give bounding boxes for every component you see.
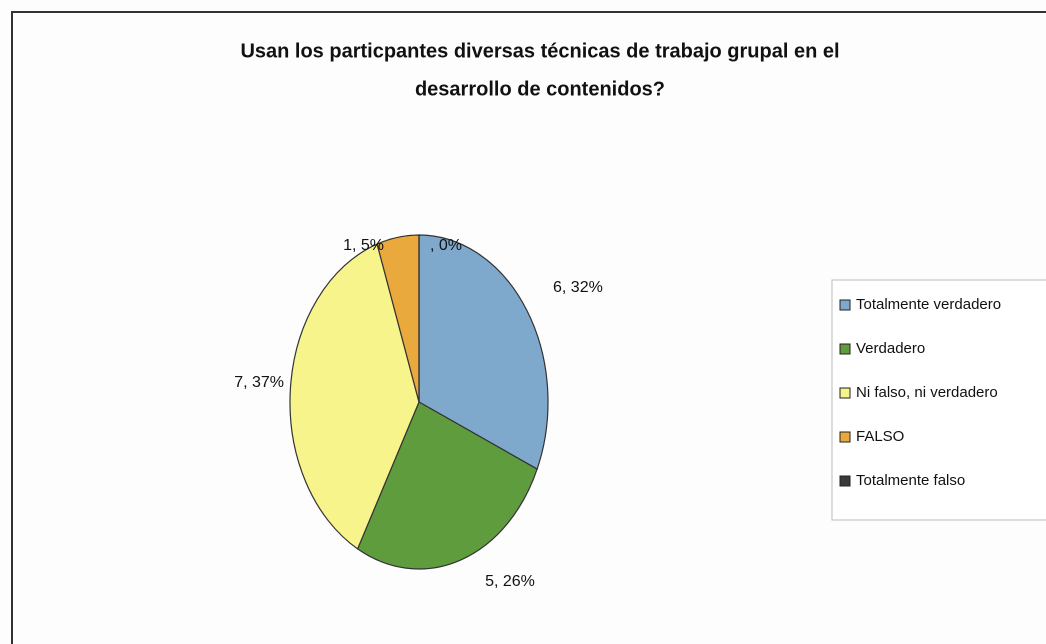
pie-slice: [289, 243, 420, 550]
chart-title: Usan los particpantes diversas técnicas …: [240, 40, 839, 62]
data-label: 5, 26%: [485, 573, 535, 590]
legend-label: FALSO: [856, 428, 904, 445]
frame: [11, 11, 1046, 644]
legend-box: [831, 279, 1046, 521]
legend-label: Ni falso, ni verdadero: [856, 384, 998, 401]
legend-swatch: [839, 475, 851, 487]
legend-swatch: [839, 431, 851, 443]
data-label: 1, 5%: [343, 237, 384, 254]
data-label: 6, 32%: [553, 279, 603, 296]
legend-label: Totalmente falso: [856, 472, 965, 489]
data-label: , 0%: [430, 237, 462, 254]
data-label: 7, 37%: [234, 374, 284, 391]
chart-title: desarrollo de contenidos?: [415, 78, 665, 100]
pie-slice: [418, 234, 549, 470]
pie-slice: [356, 401, 538, 570]
legend-swatch: [839, 299, 851, 311]
legend-label: Verdadero: [856, 340, 925, 357]
legend-swatch: [839, 343, 851, 355]
legend-swatch: [839, 387, 851, 399]
legend-label: Totalmente verdadero: [856, 296, 1001, 313]
